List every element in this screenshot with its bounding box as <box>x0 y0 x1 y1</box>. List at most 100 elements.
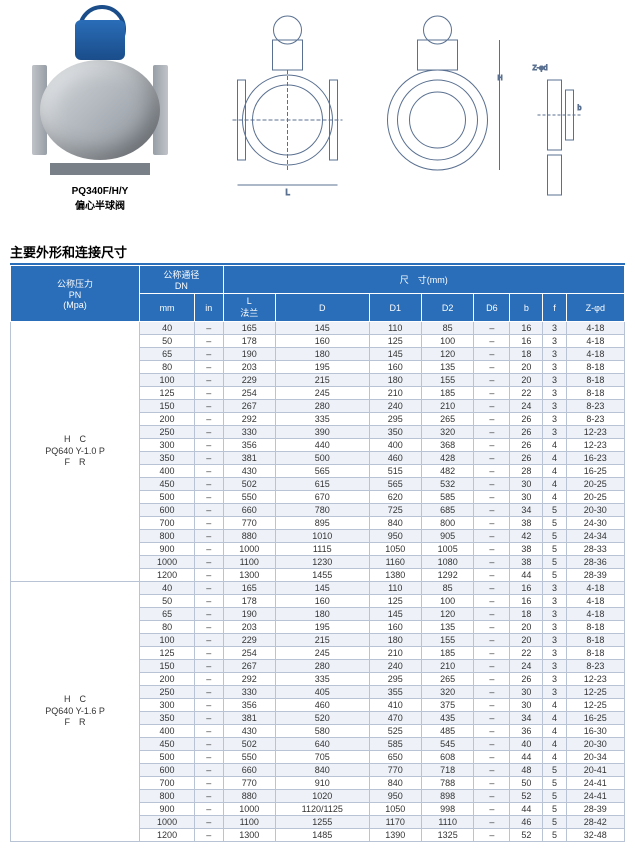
cell-L: 203 <box>223 621 275 634</box>
cell-Zd: 8-18 <box>566 621 624 634</box>
cell-D6: – <box>474 452 510 465</box>
cell-D2: 608 <box>421 751 473 764</box>
cell-f: 4 <box>543 712 566 725</box>
cell-D1: 725 <box>369 504 421 517</box>
cell-D: 670 <box>275 491 369 504</box>
cell-b: 20 <box>510 621 543 634</box>
cell-D2: 788 <box>421 777 473 790</box>
cell-mm: 400 <box>140 725 195 738</box>
cell-L: 1000 <box>223 543 275 556</box>
cell-D: 840 <box>275 764 369 777</box>
cell-Zd: 4-18 <box>566 322 624 335</box>
cell-D: 640 <box>275 738 369 751</box>
cell-D6: – <box>474 322 510 335</box>
cell-f: 3 <box>543 387 566 400</box>
cell-D6: – <box>474 439 510 452</box>
col-dn: 公称通径 DN <box>140 266 223 294</box>
cell-D: 565 <box>275 465 369 478</box>
cell-f: 3 <box>543 426 566 439</box>
col-pn: 公称压力 PN (Mpa) <box>11 266 140 322</box>
cell-L: 430 <box>223 465 275 478</box>
cell-D1: 295 <box>369 413 421 426</box>
cell-L: 190 <box>223 348 275 361</box>
cell-mm: 250 <box>140 426 195 439</box>
cell-Zd: 24-41 <box>566 777 624 790</box>
col-mm: mm <box>140 294 195 322</box>
cell-D6: – <box>474 478 510 491</box>
cell-b: 36 <box>510 725 543 738</box>
cell-D6: – <box>474 426 510 439</box>
cell-mm: 250 <box>140 686 195 699</box>
cell-b: 22 <box>510 647 543 660</box>
cell-in: – <box>195 517 224 530</box>
cell-mm: 1000 <box>140 556 195 569</box>
cell-f: 4 <box>543 491 566 504</box>
cell-in: – <box>195 712 224 725</box>
cell-D1: 110 <box>369 582 421 595</box>
product-name-cn: 偏心半球阀 <box>75 201 125 212</box>
cell-L: 178 <box>223 595 275 608</box>
cell-f: 3 <box>543 335 566 348</box>
table-row: H C PQ640 Y-1.0 P F R40–16514511085–1634… <box>11 322 625 335</box>
cell-D6: – <box>474 673 510 686</box>
col-D1: D1 <box>369 294 421 322</box>
cell-D6: – <box>474 816 510 829</box>
cell-in: – <box>195 439 224 452</box>
cell-D2: 155 <box>421 634 473 647</box>
cell-D6: – <box>474 829 510 842</box>
cell-L: 1100 <box>223 556 275 569</box>
cell-D: 390 <box>275 426 369 439</box>
cell-in: – <box>195 348 224 361</box>
cell-L: 292 <box>223 413 275 426</box>
cell-D6: – <box>474 504 510 517</box>
cell-D1: 525 <box>369 725 421 738</box>
cell-D: 440 <box>275 439 369 452</box>
table-header: 公称压力 PN (Mpa) 公称通径 DN 尺 寸(mm) mm in L 法兰… <box>11 266 625 322</box>
col-D2: D2 <box>421 294 473 322</box>
cell-f: 5 <box>543 816 566 829</box>
cell-f: 5 <box>543 764 566 777</box>
cell-D2: 545 <box>421 738 473 751</box>
cell-D6: – <box>474 634 510 647</box>
cell-in: – <box>195 803 224 816</box>
cell-Zd: 28-42 <box>566 816 624 829</box>
cell-D6: – <box>474 517 510 530</box>
pn-cell: H C PQ640 Y-1.6 P F R <box>11 582 140 842</box>
cell-L: 770 <box>223 777 275 790</box>
svg-text:Z-φd: Z-φd <box>533 65 548 72</box>
cell-Zd: 16-23 <box>566 452 624 465</box>
cell-D: 580 <box>275 725 369 738</box>
cell-D: 180 <box>275 608 369 621</box>
cell-D2: 800 <box>421 517 473 530</box>
cell-D: 1230 <box>275 556 369 569</box>
table-row: H C PQ640 Y-1.6 P F R40–16514511085–1634… <box>11 582 625 595</box>
cell-f: 5 <box>543 556 566 569</box>
cell-mm: 40 <box>140 322 195 335</box>
cell-D1: 1170 <box>369 816 421 829</box>
cell-D1: 840 <box>369 517 421 530</box>
cell-b: 44 <box>510 569 543 582</box>
cell-f: 5 <box>543 569 566 582</box>
cell-b: 40 <box>510 738 543 751</box>
cell-in: – <box>195 556 224 569</box>
cell-D2: 482 <box>421 465 473 478</box>
cell-D1: 1160 <box>369 556 421 569</box>
cell-D: 215 <box>275 634 369 647</box>
svg-text:b: b <box>578 105 582 112</box>
cell-mm: 600 <box>140 504 195 517</box>
cell-L: 770 <box>223 517 275 530</box>
cell-D1: 565 <box>369 478 421 491</box>
cell-in: – <box>195 543 224 556</box>
cell-D1: 355 <box>369 686 421 699</box>
cell-L: 880 <box>223 530 275 543</box>
cell-D6: – <box>474 374 510 387</box>
cell-D6: – <box>474 803 510 816</box>
cell-Zd: 12-25 <box>566 686 624 699</box>
cell-mm: 125 <box>140 647 195 660</box>
cell-in: – <box>195 725 224 738</box>
cell-D: 335 <box>275 673 369 686</box>
cell-mm: 500 <box>140 491 195 504</box>
cell-in: – <box>195 790 224 803</box>
cell-b: 26 <box>510 452 543 465</box>
pn-cell: H C PQ640 Y-1.0 P F R <box>11 322 140 582</box>
